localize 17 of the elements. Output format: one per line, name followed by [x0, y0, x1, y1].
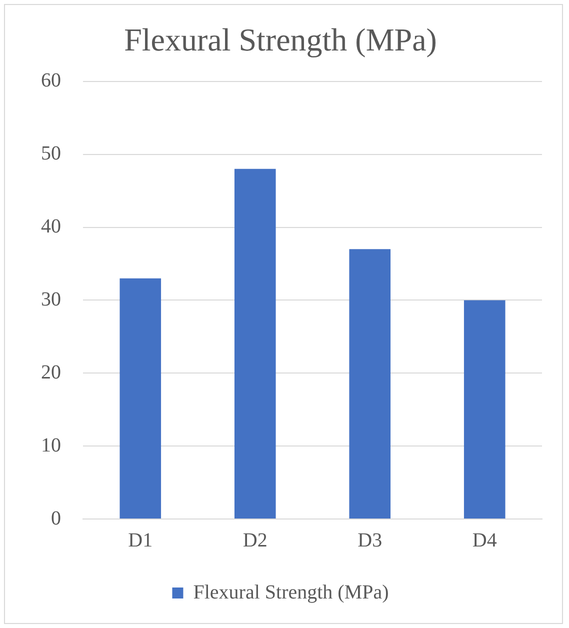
y-tick-label: 60 — [41, 70, 61, 92]
x-tick-label: D1 — [128, 529, 153, 552]
bar — [464, 300, 506, 518]
legend-label: Flexural Strength (MPa) — [193, 581, 389, 604]
x-tick-label: D4 — [472, 529, 497, 552]
x-tick-label: D2 — [242, 529, 268, 552]
y-tick-label: 40 — [41, 216, 61, 238]
y-tick-label: 50 — [41, 142, 61, 165]
bar — [120, 278, 162, 518]
y-tick-label: 30 — [41, 288, 61, 310]
chart-title: Flexural Strength (MPa) — [124, 22, 437, 58]
bar — [234, 168, 276, 518]
bar — [349, 249, 391, 518]
y-tick-label: 0 — [51, 507, 61, 530]
x-tick-label: D3 — [358, 529, 382, 552]
y-tick-label: 10 — [41, 434, 61, 456]
y-tick-label: 20 — [41, 361, 61, 384]
